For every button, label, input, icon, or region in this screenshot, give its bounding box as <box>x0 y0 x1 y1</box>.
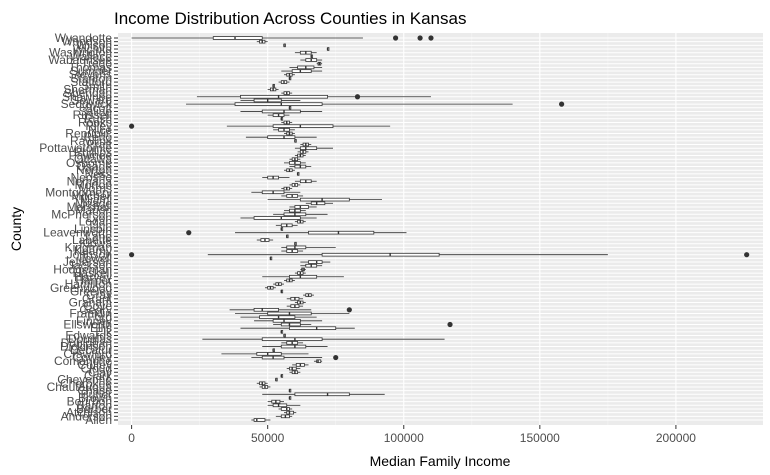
x-tick-label: 150000 <box>520 431 560 445</box>
box-lincoln <box>281 228 282 231</box>
outlier-point <box>129 252 134 257</box>
box-wichita <box>328 48 329 51</box>
iqr-box <box>273 125 333 128</box>
iqr-box <box>240 95 327 98</box>
iqr-box <box>281 323 300 326</box>
y-axis-title: County <box>8 207 24 251</box>
iqr-box <box>322 253 439 256</box>
iqr-box <box>254 419 265 422</box>
outlier-point <box>428 35 433 40</box>
outlier-point <box>393 35 398 40</box>
outlier-point <box>333 355 338 360</box>
iqr-box <box>273 319 300 322</box>
box-decatur <box>273 349 274 352</box>
box-stanton <box>289 77 290 80</box>
box-wilson <box>284 44 285 47</box>
y-tick-labels: WyandotteWoodsonWilsonWichitaWashingtonW… <box>39 31 118 427</box>
outlier-point <box>129 124 134 129</box>
iqr-box <box>260 316 295 319</box>
box-edwards <box>284 334 285 337</box>
outlier-point <box>559 102 564 107</box>
box-rush <box>281 117 282 120</box>
outlier-point <box>447 322 452 327</box>
iqr-box <box>311 202 325 205</box>
box-kiowa <box>295 242 296 245</box>
iqr-box <box>300 198 349 201</box>
x-tick-label: 100000 <box>384 431 424 445</box>
x-tick-label: 50000 <box>251 431 285 445</box>
box-brown <box>289 397 290 400</box>
iqr-box <box>213 37 262 40</box>
iqr-box <box>262 110 300 113</box>
iqr-box <box>281 408 289 411</box>
outlier-point <box>186 230 191 235</box>
box-wallace <box>311 55 312 58</box>
box-scott <box>289 106 290 109</box>
outlier-point <box>347 307 352 312</box>
iqr-box <box>295 393 349 396</box>
outlier-point <box>355 94 360 99</box>
box-lane <box>287 235 288 238</box>
x-tick-label: 0 <box>128 431 135 445</box>
box-rawlins <box>295 139 296 142</box>
outlier-point <box>417 35 422 40</box>
iqr-box <box>257 352 281 355</box>
iqr-box <box>273 404 287 407</box>
iqr-box <box>300 147 316 150</box>
box-clark <box>281 375 282 378</box>
box-cheyenne <box>276 378 277 381</box>
iqr-box <box>287 246 306 249</box>
box-jewell <box>270 257 271 260</box>
box-ness <box>298 173 299 176</box>
iqr-box <box>309 231 374 234</box>
iqr-box <box>254 308 278 311</box>
box-elk <box>281 330 282 333</box>
box-greeley <box>281 290 282 293</box>
box-smith <box>273 84 274 87</box>
box-chase <box>289 389 290 392</box>
x-axis-title: Median Family Income <box>370 453 511 469</box>
iqr-box <box>268 136 295 139</box>
chart-title: Income Distribution Across Counties in K… <box>114 9 466 28</box>
y-tick-label: Allen <box>85 413 112 427</box>
iqr-box <box>295 206 309 209</box>
iqr-box <box>254 217 300 220</box>
outlier-point <box>744 252 749 257</box>
x-tick-label: 200000 <box>656 431 696 445</box>
x-tick-labels: 0 50000 100000 150000 200000 <box>128 425 696 445</box>
iqr-box <box>281 345 305 348</box>
iqr-box <box>289 275 316 278</box>
iqr-box <box>235 103 322 106</box>
iqr-box <box>289 327 335 330</box>
iqr-box <box>262 338 322 341</box>
iqr-box <box>292 70 311 73</box>
iqr-box <box>309 261 323 264</box>
